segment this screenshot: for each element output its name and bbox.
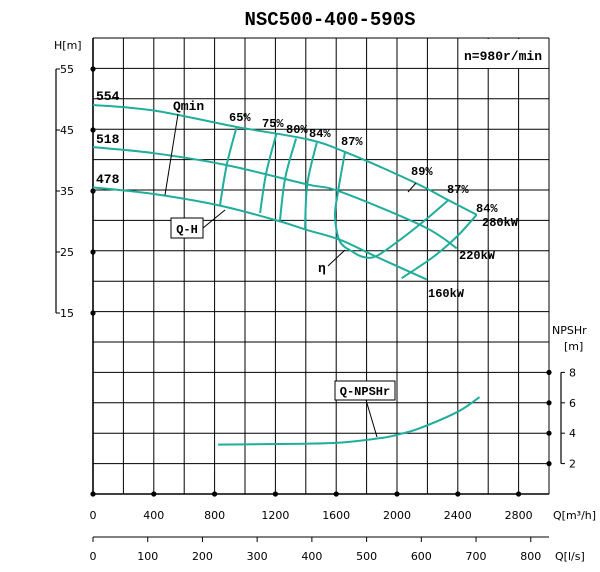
efficiency-label: 84% xyxy=(309,127,331,141)
y-axis-label: H[m] xyxy=(54,39,82,52)
x-tick-label: 1200 xyxy=(261,509,289,522)
y2-tick-label: 8 xyxy=(569,366,576,379)
y-tick-label: 25 xyxy=(60,246,74,259)
curves xyxy=(92,103,481,446)
x2-tick-label: 100 xyxy=(137,550,158,563)
impeller-diameter-label: 478 xyxy=(96,172,120,187)
leader-line xyxy=(164,113,179,196)
x-tick-label: 2800 xyxy=(505,509,533,522)
x-tick-dot xyxy=(394,491,400,497)
efficiency-label: 84% xyxy=(476,202,498,216)
y-tick-dot xyxy=(90,310,96,316)
x2-tick-label: 0 xyxy=(90,550,97,563)
qmin-label: Qmin xyxy=(173,99,204,114)
y2-tick-label: 6 xyxy=(569,397,576,410)
efficiency-line xyxy=(401,214,478,280)
y2-axis-label-1: NPSHr xyxy=(552,324,587,337)
y-tick-label: 35 xyxy=(60,185,74,198)
impeller-diameter-label: 554 xyxy=(96,89,120,104)
x-tick-dot xyxy=(151,491,157,497)
x2-tick-label: 500 xyxy=(356,550,377,563)
x-tick-label: 1600 xyxy=(322,509,350,522)
y2-tick-dot xyxy=(546,461,552,467)
y-tick-label: 55 xyxy=(60,63,74,76)
power-label: 220kW xyxy=(459,249,496,263)
leader-line xyxy=(407,182,417,193)
power-label: 280kW xyxy=(482,216,519,230)
x2-tick-label: 200 xyxy=(192,550,213,563)
x-axis-label: Q[m³/h] xyxy=(553,509,596,522)
y-tick-dot xyxy=(90,249,96,255)
y2-tick-dot xyxy=(546,369,552,375)
x-tick-dot xyxy=(516,491,522,497)
y-tick-label: 15 xyxy=(60,307,74,320)
qh-label: Q-H xyxy=(176,223,198,237)
npsh-curve-label: Q-NPSHr xyxy=(340,385,390,399)
x2-tick-label: 300 xyxy=(247,550,268,563)
efficiency-line xyxy=(218,126,238,206)
efficiency-label: 87% xyxy=(341,135,363,149)
x2-tick-label: 600 xyxy=(411,550,432,563)
efficiency-line xyxy=(304,142,318,229)
head-curve-554 xyxy=(92,103,478,216)
x-tick-dot xyxy=(455,491,461,497)
x-tick-dot xyxy=(333,491,339,497)
efficiency-line xyxy=(278,138,298,221)
x-tick-label: 800 xyxy=(204,509,225,522)
y2-tick-label: 4 xyxy=(569,427,576,440)
y2-axis-label-2: [m] xyxy=(564,340,583,353)
efficiency-label: 87% xyxy=(447,183,469,197)
x2-axis-label: Q[l/s] xyxy=(555,550,585,563)
efficiency-line xyxy=(333,151,450,259)
head-curve-518 xyxy=(92,146,458,250)
eta-label: η xyxy=(318,261,326,276)
x-tick-label: 2400 xyxy=(444,509,472,522)
y2-tick-dot xyxy=(546,430,552,436)
efficiency-label: 80% xyxy=(286,123,308,137)
x-tick-label: 0 xyxy=(90,509,97,522)
x-tick-label: 400 xyxy=(143,509,164,522)
x2-tick-label: 700 xyxy=(466,550,487,563)
leader-line xyxy=(327,249,346,267)
efficiency-label: 65% xyxy=(229,111,251,125)
npsh-curve xyxy=(218,396,481,446)
efficiency-line xyxy=(259,132,278,214)
npsh-label-box xyxy=(334,380,396,401)
y-tick-dot xyxy=(90,127,96,133)
x-tick-dot xyxy=(272,491,278,497)
y-tick-label: 45 xyxy=(60,124,74,137)
x2-tick-label: 400 xyxy=(301,550,322,563)
y2-tick-dot xyxy=(546,400,552,406)
x-tick-dot xyxy=(212,491,218,497)
y-tick-dot xyxy=(90,188,96,194)
efficiency-label: 75% xyxy=(262,117,284,131)
best-efficiency-label: 89% xyxy=(411,165,433,179)
y2-tick-label: 2 xyxy=(569,458,576,471)
chart-title: NSC500-400-590S xyxy=(244,9,415,31)
leader-line xyxy=(365,399,378,438)
y-tick-dot xyxy=(90,66,96,72)
x2-tick-label: 800 xyxy=(520,550,541,563)
speed-label: n=980r/min xyxy=(464,49,542,64)
x-tick-dot xyxy=(90,491,96,497)
power-label: 160kW xyxy=(428,287,465,301)
impeller-diameter-label: 518 xyxy=(96,132,120,147)
x-tick-label: 2000 xyxy=(383,509,411,522)
head-curve-478 xyxy=(92,186,428,281)
speed-box xyxy=(459,39,548,68)
leader-line xyxy=(202,209,226,229)
